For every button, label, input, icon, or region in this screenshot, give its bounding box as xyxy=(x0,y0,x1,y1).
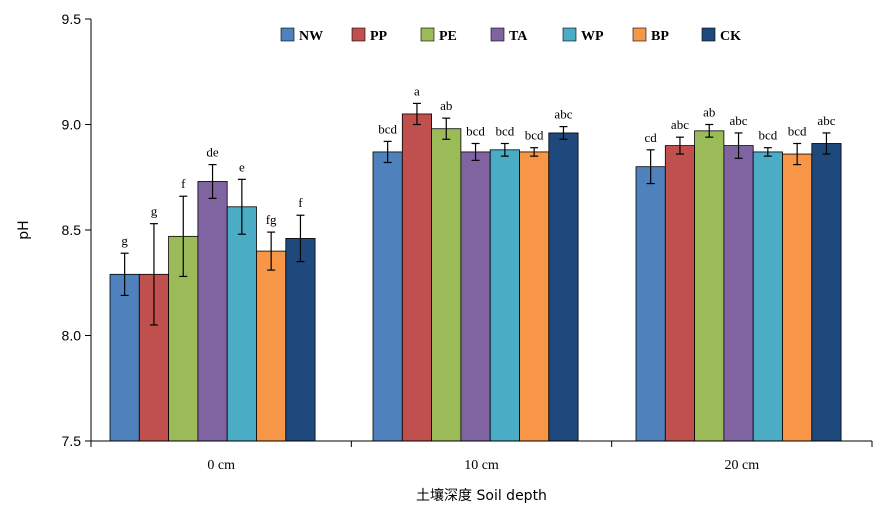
significance-label: a xyxy=(414,83,420,98)
significance-label: f xyxy=(298,195,303,210)
error-bar-ta-0 xyxy=(208,163,217,199)
significance-label: ab xyxy=(703,105,715,120)
significance-label: bcd xyxy=(788,123,807,138)
y-tick-label: 8.5 xyxy=(62,222,82,238)
axes-layer: 7.5 8.0 8.5 9.0 9.5 0 cm 10 cm 20 cm xyxy=(62,11,873,473)
error-bar-wp-2 xyxy=(763,147,772,157)
significance-label: bcd xyxy=(525,128,544,143)
error-bar-bp-0 xyxy=(267,231,276,271)
x-tick-label: 0 cm xyxy=(207,458,235,473)
bar-wp-0 xyxy=(226,206,257,442)
bar-wp-1 xyxy=(489,149,520,442)
bar-bp-1 xyxy=(519,151,550,442)
legend-item-nw: NW xyxy=(280,27,323,44)
error-bar-ck-2 xyxy=(822,132,831,155)
bar-nw-2 xyxy=(635,166,666,442)
error-bar-bp-2 xyxy=(793,142,802,166)
bar-pp-1 xyxy=(401,113,432,442)
legend-label: BP xyxy=(651,29,669,44)
significance-label: abc xyxy=(730,113,748,128)
bar-wp-2 xyxy=(752,151,783,442)
error-bar-ck-0 xyxy=(296,214,305,263)
legend-swatch xyxy=(632,27,647,42)
significance-label: de xyxy=(206,145,219,160)
significance-label: ab xyxy=(440,98,452,113)
legend-item-pe: PE xyxy=(420,27,457,44)
legend-label: WP xyxy=(581,29,604,44)
significance-label: bcd xyxy=(495,123,514,138)
legend-label: NW xyxy=(299,29,323,44)
bar-pp-2 xyxy=(664,145,695,442)
error-bar-nw-0 xyxy=(120,252,129,297)
legend-swatch xyxy=(701,27,716,42)
legend-label: PE xyxy=(439,29,457,44)
legend-label: TA xyxy=(509,29,528,44)
error-bar-ck-1 xyxy=(559,126,568,140)
bar-ta-2 xyxy=(723,145,754,442)
error-bar-ta-1 xyxy=(471,142,480,161)
significance-label: f xyxy=(181,176,186,191)
significance-label: abc xyxy=(671,117,689,132)
significance-label: abc xyxy=(817,113,835,128)
significance-label: g xyxy=(151,204,158,219)
legend-swatch xyxy=(562,27,577,42)
legend-swatch xyxy=(490,27,505,42)
significance-label: fg xyxy=(266,212,277,227)
significance-label: g xyxy=(121,233,128,248)
x-axis-title: 土壤深度 Soil depth xyxy=(416,487,547,504)
legend-swatch xyxy=(420,27,435,42)
significance-label: bcd xyxy=(466,123,485,138)
legend-item-ta: TA xyxy=(490,27,528,44)
bar-ck-2 xyxy=(811,143,842,442)
legend-label: CK xyxy=(720,29,741,44)
x-tick-label: 10 cm xyxy=(464,458,499,473)
bar-ck-1 xyxy=(548,132,579,442)
significance-label: cd xyxy=(645,130,658,145)
bar-pe-1 xyxy=(431,128,462,442)
error-bar-nw-1 xyxy=(383,140,392,164)
error-bar-pe-2 xyxy=(705,123,714,138)
bar-pe-2 xyxy=(694,130,725,442)
error-bar-nw-2 xyxy=(646,149,655,185)
y-axis-title: pH xyxy=(16,220,32,239)
error-bar-wp-0 xyxy=(237,178,246,235)
y-tick-label: 9.0 xyxy=(62,117,82,133)
bar-nw-1 xyxy=(372,151,403,442)
error-bar-bp-1 xyxy=(530,147,539,157)
y-tick-label: 8.0 xyxy=(62,328,82,344)
bar-nw-0 xyxy=(109,273,140,442)
legend-swatch xyxy=(280,27,295,42)
error-bar-pe-1 xyxy=(442,117,451,140)
significance-label: e xyxy=(239,159,245,174)
significance-label: abc xyxy=(554,107,572,122)
legend: NW PP PE TA WP BP CK xyxy=(280,27,741,44)
legend-item-ck: CK xyxy=(701,27,741,44)
error-bar-pe-0 xyxy=(179,195,188,278)
legend-swatch xyxy=(351,27,366,42)
legend-label: PP xyxy=(370,29,388,44)
error-bar-wp-1 xyxy=(500,142,509,157)
significance-label: bcd xyxy=(758,128,777,143)
y-tick-label: 7.5 xyxy=(62,433,82,449)
bar-bp-0 xyxy=(256,250,287,442)
error-bar-pp-0 xyxy=(149,223,158,326)
legend-item-wp: WP xyxy=(562,27,604,44)
bar-ta-0 xyxy=(197,181,228,442)
error-bar-pp-1 xyxy=(412,102,421,126)
x-tick-label: 20 cm xyxy=(725,458,760,473)
bar-ta-1 xyxy=(460,151,491,442)
y-tick-label: 9.5 xyxy=(62,11,82,27)
legend-item-pp: PP xyxy=(351,27,388,44)
error-bar-ta-2 xyxy=(734,132,743,159)
bar-ck-0 xyxy=(285,238,316,442)
legend-item-bp: BP xyxy=(632,27,669,44)
bar-bp-2 xyxy=(782,153,813,442)
significance-label: bcd xyxy=(378,121,397,136)
error-bar-pp-2 xyxy=(675,136,684,155)
